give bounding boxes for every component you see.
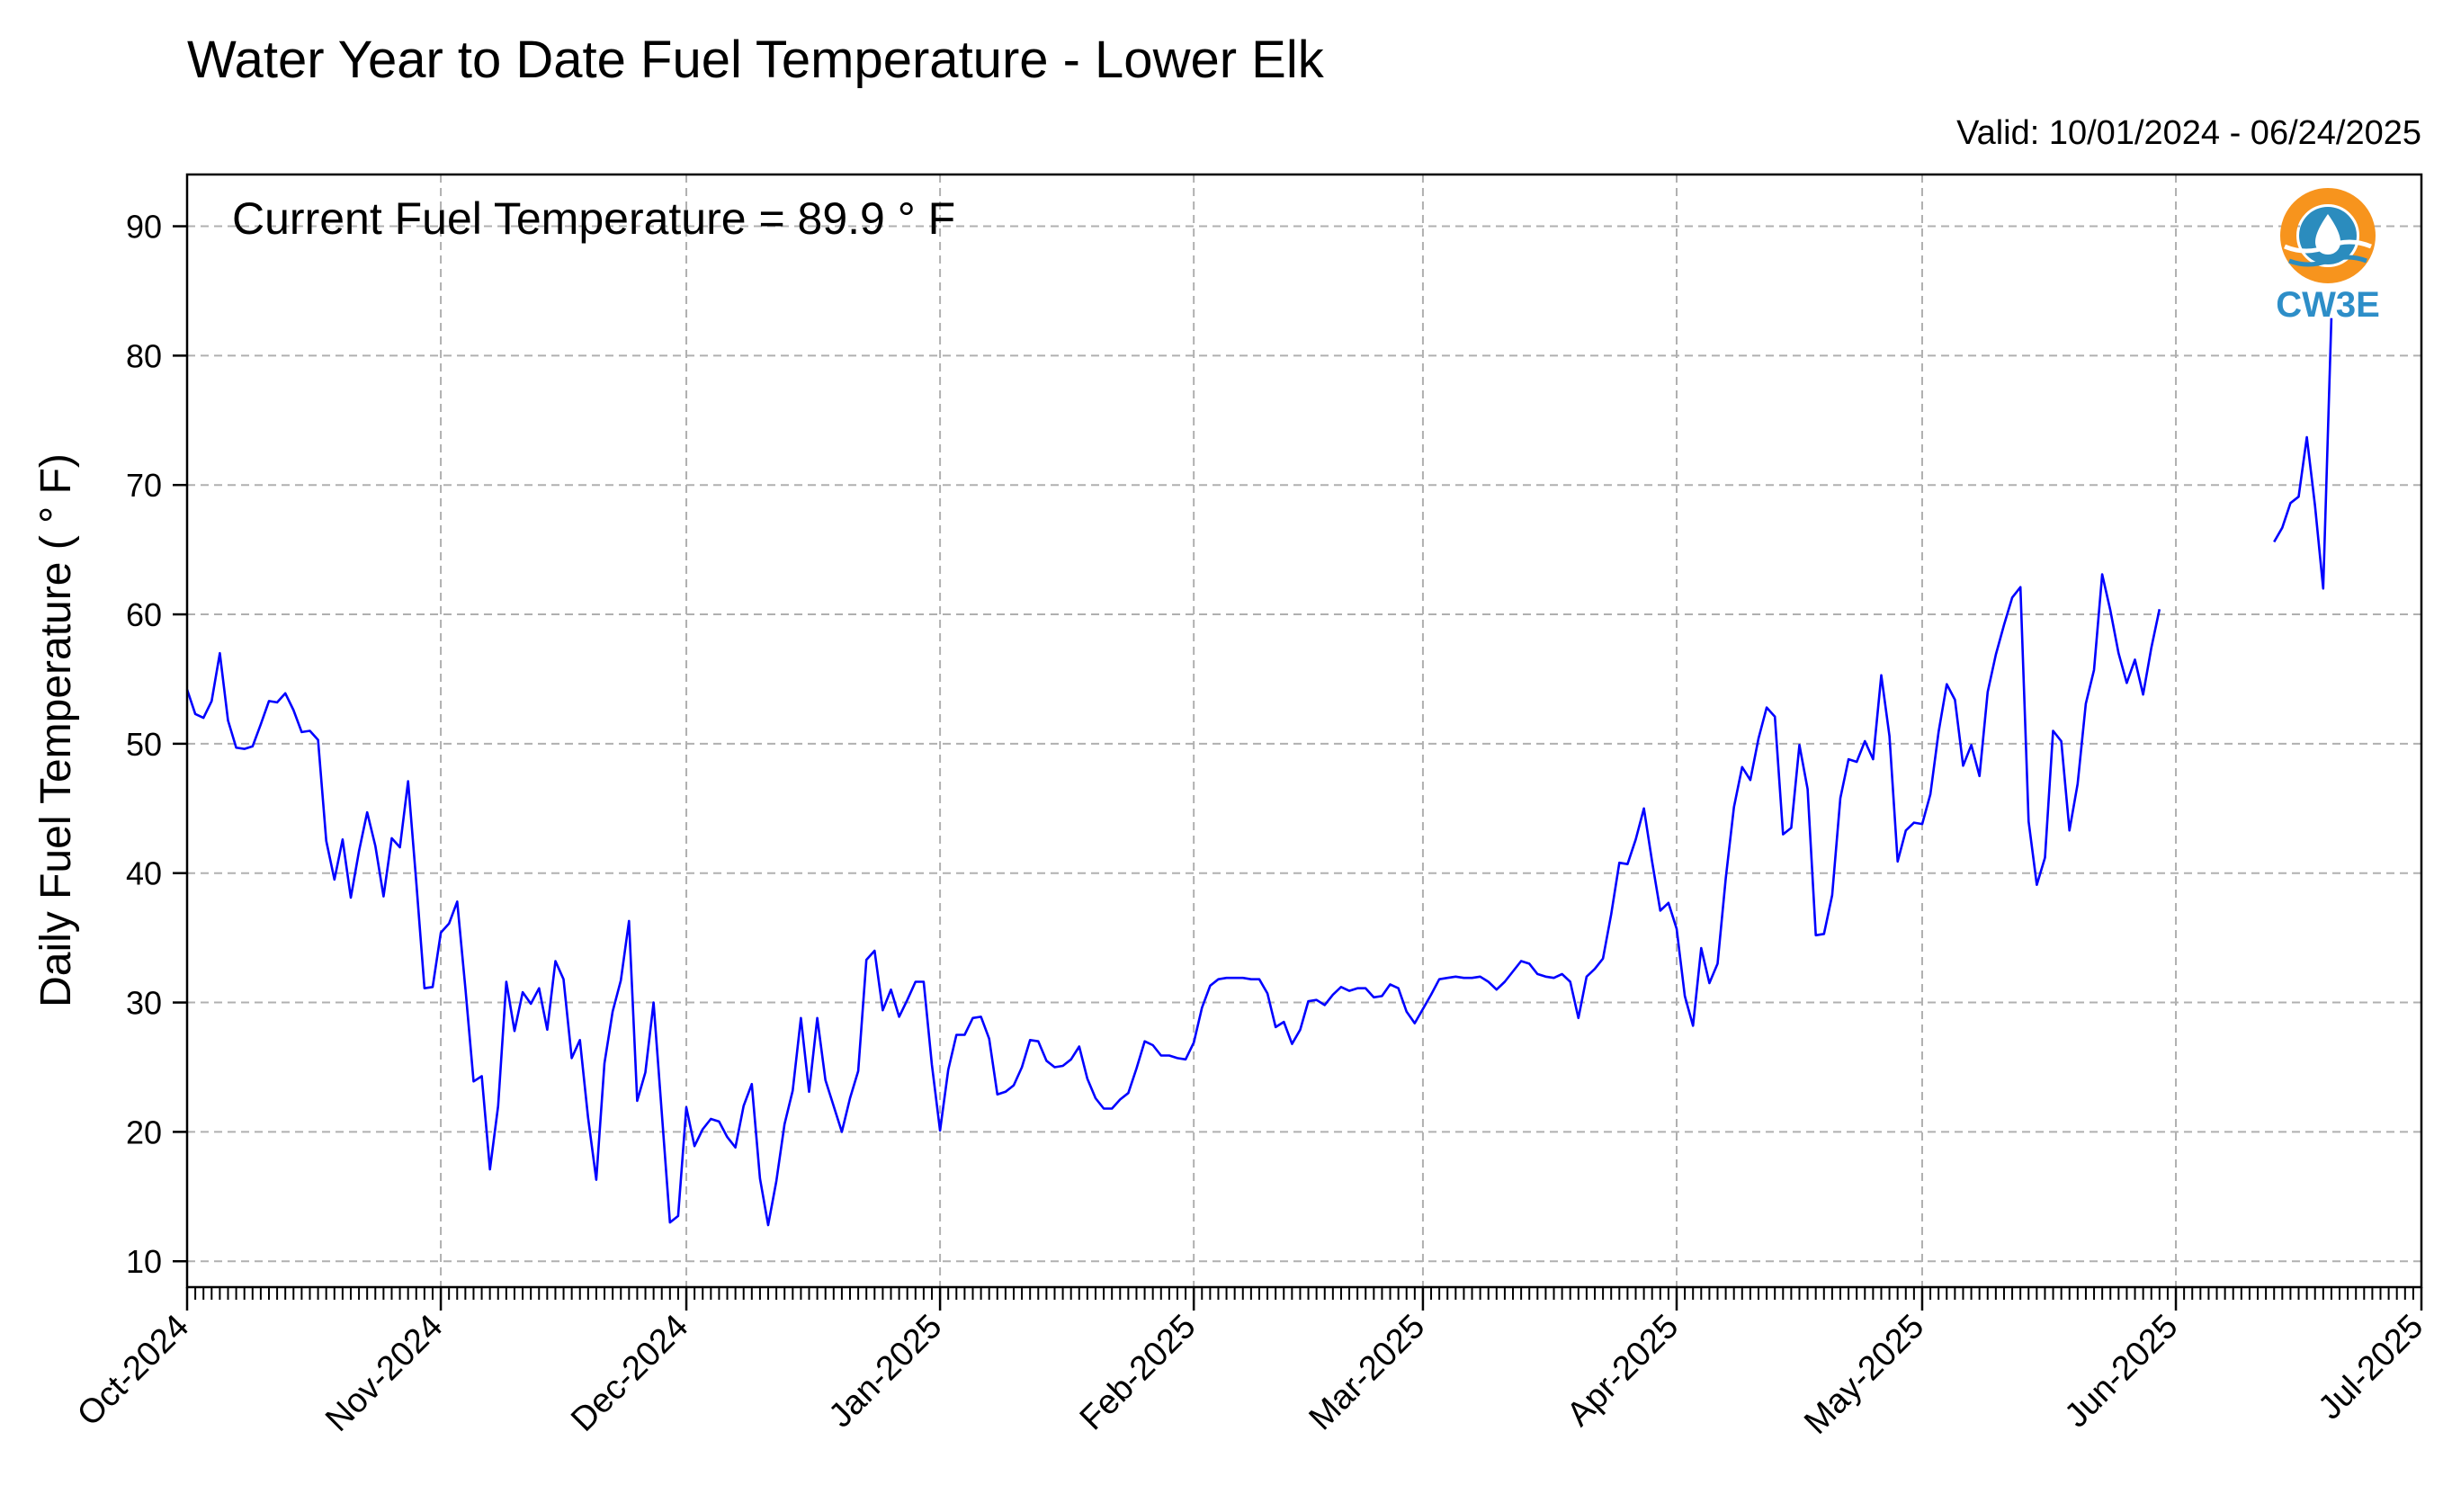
y-axis-label: Daily Fuel Temperature ( ° F) [32,453,80,1007]
y-tick-label: 60 [126,596,162,633]
plot-frame [185,173,2423,1289]
x-tick-label: Dec-2024 [564,1308,695,1439]
x-tick-label: Jun-2025 [2058,1308,2186,1436]
x-tick-label: Jul-2025 [2312,1308,2431,1427]
x-tick-label: Jan-2025 [822,1308,950,1436]
x-tick-label: Mar-2025 [1302,1308,1433,1438]
x-tick-label: Oct-2024 [70,1308,196,1434]
fuel-temperature-line [185,573,2161,1227]
y-tick-label: 50 [126,726,162,763]
y-tick-label: 90 [126,209,162,246]
grid [186,174,2422,1287]
y-tick-label: 70 [126,467,162,504]
logo-wave-2 [2288,255,2367,267]
y-tick-label: 80 [126,337,162,374]
y-axis: 10 20 30 40 50 60 70 80 90 [126,209,187,1280]
logo-text: CW3E [2276,285,2380,325]
x-tick-label: Feb-2025 [1073,1308,1204,1438]
valid-date-range: Valid: 10/01/2024 - 06/24/2025 [1956,114,2421,152]
series-layer [185,318,2333,1227]
x-axis: Oct-2024 Nov-2024 Dec-2024 Jan-2025 Feb-2025… [70,1287,2430,1442]
fuel-temperature-line [2273,318,2333,590]
x-tick-label: Apr-2025 [1560,1308,1686,1434]
chart-title: Water Year to Date Fuel Temperature - Lo… [187,31,1325,89]
x-tick-label: May-2025 [1797,1308,1931,1442]
logo-ring [2280,188,2376,283]
y-tick-label: 20 [126,1114,162,1150]
y-tick-label: 30 [126,985,162,1022]
cw3e-logo: CW3E [2276,188,2380,325]
x-tick-label: Nov-2024 [318,1308,450,1439]
logo-wave-1 [2284,239,2372,254]
current-temperature-annotation: Current Fuel Temperature = 89.9 ° F [232,193,955,244]
y-tick-label: 10 [126,1243,162,1280]
y-tick-label: 40 [126,855,162,892]
